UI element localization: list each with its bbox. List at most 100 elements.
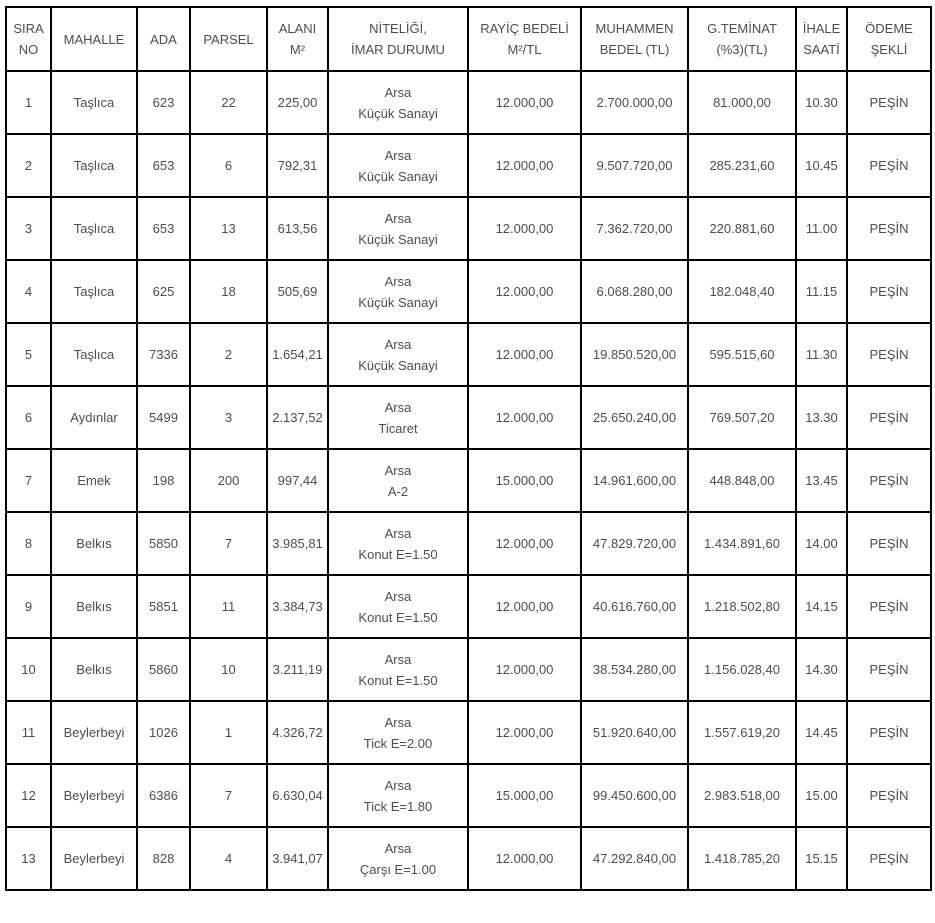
cell-teminat: 448.848,00 [687, 448, 797, 513]
nitelik-type: Arsa [384, 399, 412, 415]
header-cell-sira: SIRA NO [5, 6, 52, 72]
header-cell-muhammen: MUHAMMEN BEDEL (TL) [580, 6, 689, 72]
cell-parsel: 2 [189, 322, 268, 387]
header-cell-parsel: PARSEL [189, 6, 268, 72]
cell-sira: 8 [5, 511, 52, 576]
cell-sira: 3 [5, 196, 52, 261]
cell-sira: 12 [5, 763, 52, 828]
cell-muhammen: 9.507.720,00 [580, 133, 689, 198]
cell-odeme: PEŞİN [846, 196, 932, 261]
header-label: M²/TL [507, 42, 542, 57]
cell-rayic: 12.000,00 [467, 70, 582, 135]
cell-ihale: 11.15 [795, 259, 848, 324]
cell-nitelik: Arsa Tick E=1.80 [327, 763, 469, 828]
cell-alani: 1.654,21 [266, 322, 329, 387]
cell-parsel: 11 [189, 574, 268, 639]
cell-ada: 6386 [136, 763, 191, 828]
cell-nitelik: Arsa Küçük Sanayi [327, 196, 469, 261]
cell-ihale: 13.45 [795, 448, 848, 513]
nitelik-type: Arsa [384, 336, 412, 352]
nitelik-type: Arsa [384, 147, 412, 163]
cell-alani: 997,44 [266, 448, 329, 513]
nitelik-zoning: Konut E=1.50 [358, 672, 438, 688]
table-row: 4 Taşlıca 625 18 505,69 Arsa Küçük Sanayi 12.00… [5, 259, 932, 324]
cell-parsel: 22 [189, 70, 268, 135]
header-label: SIRA [13, 21, 44, 36]
cell-teminat: 182.048,40 [687, 259, 797, 324]
cell-rayic: 12.000,00 [467, 322, 582, 387]
nitelik-zoning: Küçük Sanayi [358, 168, 438, 184]
cell-nitelik: Arsa Ticaret [327, 385, 469, 450]
table-row: 13 Beylerbeyi 828 4 3.941,07 Arsa Çarşı E=1.00… [5, 826, 932, 891]
cell-muhammen: 25.650.240,00 [580, 385, 689, 450]
header-label: (%3)(TL) [716, 42, 768, 57]
cell-odeme: PEŞİN [846, 322, 932, 387]
cell-ada: 7336 [136, 322, 191, 387]
nitelik-zoning: A-2 [387, 483, 409, 499]
cell-muhammen: 99.450.600,00 [580, 763, 689, 828]
cell-alani: 505,69 [266, 259, 329, 324]
cell-sira: 4 [5, 259, 52, 324]
cell-mahalle: Aydınlar [50, 385, 138, 450]
cell-ihale: 10.45 [795, 133, 848, 198]
cell-teminat: 81.000,00 [687, 70, 797, 135]
table-row: 6 Aydınlar 5499 3 2.137,52 Arsa Ticaret 12.000,… [5, 385, 932, 450]
cell-muhammen: 7.362.720,00 [580, 196, 689, 261]
auction-table-container: SIRA NO MAHALLE ADA PARSEL ALANI M² NİTELİĞİ, İM… [5, 6, 932, 891]
cell-alani: 6.630,04 [266, 763, 329, 828]
table-row: 11 Beylerbeyi 1026 1 4.326,72 Arsa Tick E=2.00… [5, 700, 932, 765]
table-row: 12 Beylerbeyi 6386 7 6.630,04 Arsa Tick E=1.80… [5, 763, 932, 828]
cell-parsel: 1 [189, 700, 268, 765]
cell-mahalle: Taşlıca [50, 133, 138, 198]
nitelik-zoning: Küçük Sanayi [358, 357, 438, 373]
cell-odeme: PEŞİN [846, 574, 932, 639]
nitelik-zoning: Ticaret [378, 420, 418, 436]
cell-ada: 653 [136, 133, 191, 198]
cell-muhammen: 2.700.000,00 [580, 70, 689, 135]
cell-parsel: 4 [189, 826, 268, 891]
cell-sira: 2 [5, 133, 52, 198]
cell-muhammen: 14.961.600,00 [580, 448, 689, 513]
cell-sira: 7 [5, 448, 52, 513]
cell-nitelik: Arsa Konut E=1.50 [327, 637, 469, 702]
cell-teminat: 1.156.028,40 [687, 637, 797, 702]
cell-muhammen: 6.068.280,00 [580, 259, 689, 324]
cell-ada: 828 [136, 826, 191, 891]
cell-alani: 3.941,07 [266, 826, 329, 891]
header-cell-teminat: G.TEMİNAT (%3)(TL) [687, 6, 797, 72]
auction-table: SIRA NO MAHALLE ADA PARSEL ALANI M² NİTELİĞİ, İM… [5, 6, 932, 891]
cell-mahalle: Emek [50, 448, 138, 513]
nitelik-type: Arsa [384, 525, 412, 541]
header-cell-odeme: ÖDEME ŞEKLİ [846, 6, 932, 72]
table-row: 9 Belkıs 5851 11 3.384,73 Arsa Konut E=1.50 12.… [5, 574, 932, 639]
cell-ada: 1026 [136, 700, 191, 765]
cell-ada: 198 [136, 448, 191, 513]
cell-nitelik: Arsa A-2 [327, 448, 469, 513]
nitelik-zoning: Tick E=1.80 [363, 798, 433, 814]
table-row: 5 Taşlıca 7336 2 1.654,21 Arsa Küçük Sanayi 12.… [5, 322, 932, 387]
nitelik-zoning: Küçük Sanayi [358, 231, 438, 247]
cell-nitelik: Arsa Küçük Sanayi [327, 322, 469, 387]
cell-parsel: 3 [189, 385, 268, 450]
nitelik-zoning: Çarşı E=1.00 [359, 861, 437, 877]
cell-parsel: 7 [189, 511, 268, 576]
cell-ada: 5860 [136, 637, 191, 702]
cell-alani: 3.985,81 [266, 511, 329, 576]
header-label: ÖDEME [865, 21, 913, 36]
nitelik-type: Arsa [384, 651, 412, 667]
nitelik-type: Arsa [384, 84, 412, 100]
header-cell-ihale: İHALE SAATİ [795, 6, 848, 72]
cell-odeme: PEŞİN [846, 70, 932, 135]
nitelik-zoning: Konut E=1.50 [358, 609, 438, 625]
cell-mahalle: Taşlıca [50, 322, 138, 387]
table-row: 8 Belkıs 5850 7 3.985,81 Arsa Konut E=1.50 12.0… [5, 511, 932, 576]
cell-rayic: 12.000,00 [467, 637, 582, 702]
cell-sira: 9 [5, 574, 52, 639]
cell-nitelik: Arsa Küçük Sanayi [327, 259, 469, 324]
cell-rayic: 12.000,00 [467, 259, 582, 324]
cell-odeme: PEŞİN [846, 700, 932, 765]
cell-rayic: 12.000,00 [467, 196, 582, 261]
cell-parsel: 6 [189, 133, 268, 198]
cell-alani: 792,31 [266, 133, 329, 198]
cell-rayic: 12.000,00 [467, 511, 582, 576]
